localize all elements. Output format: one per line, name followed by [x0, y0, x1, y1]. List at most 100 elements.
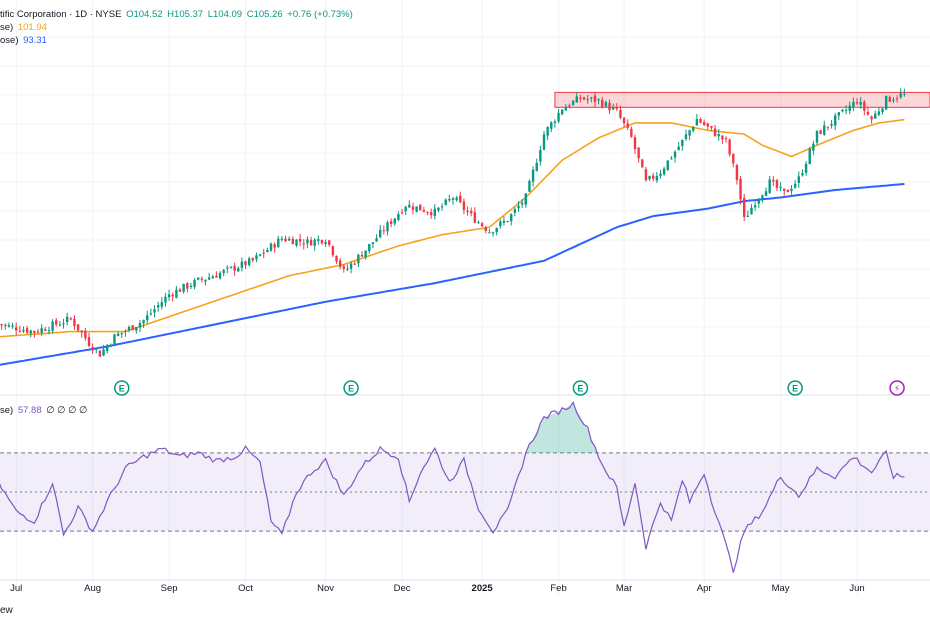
candle — [357, 253, 360, 268]
dividend-marker: ⚡ — [889, 380, 905, 396]
candle — [371, 242, 375, 248]
symbol-title: tific Corporation · 1D · NYSE — [0, 9, 122, 20]
candle-body — [790, 188, 793, 192]
candle-body — [459, 195, 462, 203]
candle — [433, 204, 436, 220]
candle-body — [36, 331, 40, 333]
candle-body — [757, 199, 760, 204]
rsi-label: se) — [0, 405, 14, 416]
candle-body — [848, 105, 851, 111]
ma200-legend[interactable]: ose) 93.31 — [0, 35, 49, 46]
candle — [841, 108, 844, 113]
ma200-label: ose) — [0, 35, 19, 46]
candle — [153, 305, 156, 318]
candle — [95, 347, 98, 354]
candle-body — [200, 278, 204, 280]
candle-body — [29, 330, 32, 334]
candle — [750, 204, 753, 215]
candle — [524, 193, 527, 208]
candle-body — [65, 316, 69, 322]
candle-body — [604, 102, 608, 107]
candle — [226, 265, 229, 274]
candle-body — [411, 206, 415, 210]
candle — [568, 103, 571, 109]
candle — [360, 250, 364, 257]
candle — [550, 121, 553, 133]
candle — [346, 264, 349, 272]
candle — [55, 317, 58, 327]
candle — [240, 257, 244, 272]
candle — [823, 120, 826, 136]
x-tick-label: Apr — [697, 583, 712, 594]
candle — [881, 107, 884, 115]
rsi-pane — [0, 400, 930, 573]
candle-body — [888, 97, 891, 102]
resistance-zone — [554, 91, 930, 108]
candle-body — [546, 126, 549, 136]
candle-body — [571, 100, 575, 106]
candle — [437, 207, 440, 213]
candle-body — [611, 107, 615, 110]
candle-body — [295, 239, 298, 246]
candle-body — [823, 125, 826, 135]
candle-body — [317, 239, 320, 241]
candle-body — [113, 334, 116, 346]
ohlc-close: C105.26 — [246, 9, 283, 20]
candle — [160, 297, 163, 310]
candle-body — [298, 238, 302, 242]
candle — [164, 292, 167, 307]
candle-body — [127, 326, 131, 331]
candle-body — [422, 210, 426, 212]
candle — [753, 201, 757, 211]
candle — [44, 326, 47, 332]
candle-body — [55, 320, 58, 325]
candle-body — [244, 261, 247, 266]
candle — [684, 129, 688, 141]
candle — [116, 331, 120, 337]
ma50-legend[interactable]: se) 101.94 — [0, 22, 49, 33]
candle-body — [655, 175, 659, 181]
candle — [393, 217, 396, 226]
candle-body — [495, 227, 498, 233]
candle — [633, 134, 637, 155]
candle-body — [33, 330, 36, 333]
candle-body — [284, 238, 287, 242]
candle-body — [120, 332, 123, 335]
candle — [815, 130, 819, 146]
candle — [400, 209, 404, 215]
candle-body — [397, 214, 400, 220]
candle-body — [579, 97, 582, 100]
footer-text[interactable]: ew — [0, 605, 13, 616]
candle — [4, 323, 7, 330]
candle — [702, 119, 706, 126]
rsi-legend[interactable]: se) 57.88 ∅ ∅ ∅ ∅ — [0, 405, 89, 416]
x-tick-label: Jun — [849, 583, 864, 594]
candle-body — [779, 186, 782, 189]
candle — [510, 213, 513, 226]
candle — [586, 94, 589, 104]
candle — [637, 147, 640, 163]
candle-body — [433, 208, 436, 217]
candle-body — [535, 162, 538, 171]
candle-body — [695, 119, 699, 126]
candle — [324, 239, 327, 247]
candle — [255, 252, 258, 263]
candle — [389, 218, 393, 228]
candle — [484, 225, 487, 234]
candle-body — [382, 230, 386, 232]
dividend-label: ⚡ — [894, 385, 900, 395]
candle-body — [277, 238, 280, 248]
candle — [131, 324, 134, 331]
candle-body — [189, 285, 193, 288]
candle — [459, 191, 462, 204]
candle-body — [884, 95, 888, 110]
candle — [444, 198, 447, 206]
candle — [575, 92, 578, 103]
candle-body — [597, 99, 600, 101]
candle — [175, 286, 178, 299]
candle-body — [881, 108, 884, 112]
candle-body — [124, 331, 127, 333]
earnings-icon — [787, 380, 803, 396]
candle-body — [95, 348, 98, 350]
